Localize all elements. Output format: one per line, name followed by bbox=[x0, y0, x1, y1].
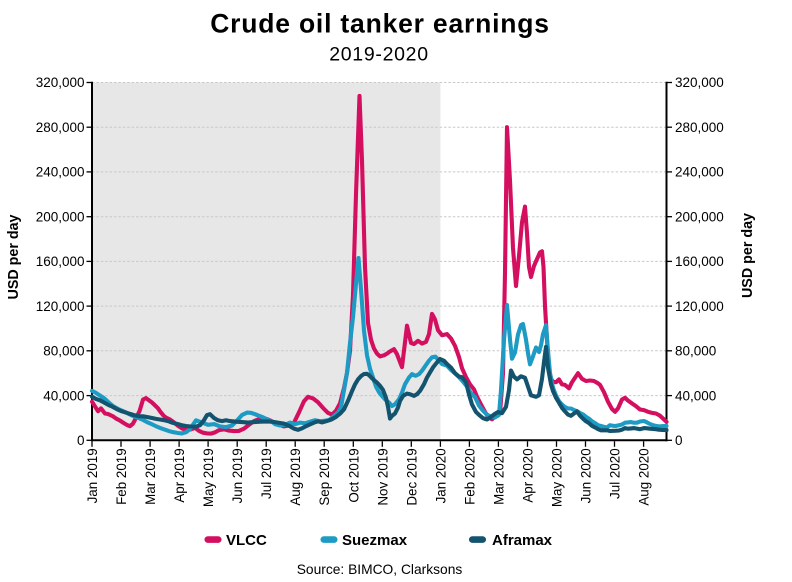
svg-text:Aug 2020: Aug 2020 bbox=[637, 448, 652, 505]
svg-text:May 2020: May 2020 bbox=[550, 448, 565, 507]
svg-text:80,000: 80,000 bbox=[43, 344, 84, 359]
svg-text:Source: BIMCO, Clarksons: Source: BIMCO, Clarksons bbox=[297, 562, 463, 577]
svg-text:Sep 2019: Sep 2019 bbox=[317, 448, 332, 505]
svg-text:240,000: 240,000 bbox=[36, 165, 85, 180]
svg-text:Jun 2020: Jun 2020 bbox=[579, 448, 594, 503]
svg-text:160,000: 160,000 bbox=[675, 254, 724, 269]
svg-text:Mar 2019: Mar 2019 bbox=[143, 448, 158, 505]
svg-text:2019-2020: 2019-2020 bbox=[329, 44, 429, 66]
svg-text:USD per day: USD per day bbox=[740, 213, 756, 298]
svg-text:280,000: 280,000 bbox=[675, 120, 724, 135]
svg-text:Apr 2020: Apr 2020 bbox=[521, 448, 536, 502]
svg-text:Crude oil tanker earnings: Crude oil tanker earnings bbox=[210, 9, 550, 39]
svg-text:0: 0 bbox=[77, 433, 85, 448]
svg-text:120,000: 120,000 bbox=[675, 299, 724, 314]
svg-text:VLCC: VLCC bbox=[226, 532, 267, 549]
svg-text:Dec 2019: Dec 2019 bbox=[404, 448, 419, 505]
svg-text:Jan 2019: Jan 2019 bbox=[85, 448, 100, 503]
svg-text:200,000: 200,000 bbox=[36, 209, 85, 224]
svg-text:Oct 2019: Oct 2019 bbox=[346, 448, 361, 502]
svg-text:120,000: 120,000 bbox=[36, 299, 85, 314]
svg-text:160,000: 160,000 bbox=[36, 254, 85, 269]
svg-text:40,000: 40,000 bbox=[43, 388, 84, 403]
svg-text:Mar 2020: Mar 2020 bbox=[491, 448, 506, 505]
svg-text:240,000: 240,000 bbox=[675, 165, 724, 180]
svg-text:Jul 2020: Jul 2020 bbox=[608, 448, 623, 499]
svg-text:Jun 2019: Jun 2019 bbox=[230, 448, 245, 503]
svg-text:320,000: 320,000 bbox=[675, 75, 724, 90]
svg-text:320,000: 320,000 bbox=[36, 75, 85, 90]
svg-text:Feb 2020: Feb 2020 bbox=[462, 448, 477, 505]
svg-text:80,000: 80,000 bbox=[675, 344, 716, 359]
svg-text:May 2019: May 2019 bbox=[201, 448, 216, 507]
svg-text:280,000: 280,000 bbox=[36, 120, 85, 135]
svg-text:Aug 2019: Aug 2019 bbox=[288, 448, 303, 505]
svg-text:200,000: 200,000 bbox=[675, 209, 724, 224]
svg-text:0: 0 bbox=[675, 433, 683, 448]
svg-text:40,000: 40,000 bbox=[675, 388, 716, 403]
svg-text:Suezmax: Suezmax bbox=[342, 532, 408, 549]
svg-text:USD per day: USD per day bbox=[6, 214, 22, 299]
svg-text:Apr 2019: Apr 2019 bbox=[172, 448, 187, 502]
svg-text:Feb 2019: Feb 2019 bbox=[114, 448, 129, 505]
svg-text:Aframax: Aframax bbox=[492, 532, 553, 549]
svg-text:Jan 2020: Jan 2020 bbox=[433, 448, 448, 503]
svg-text:Nov 2019: Nov 2019 bbox=[375, 448, 390, 505]
svg-text:Jul 2019: Jul 2019 bbox=[259, 448, 274, 499]
